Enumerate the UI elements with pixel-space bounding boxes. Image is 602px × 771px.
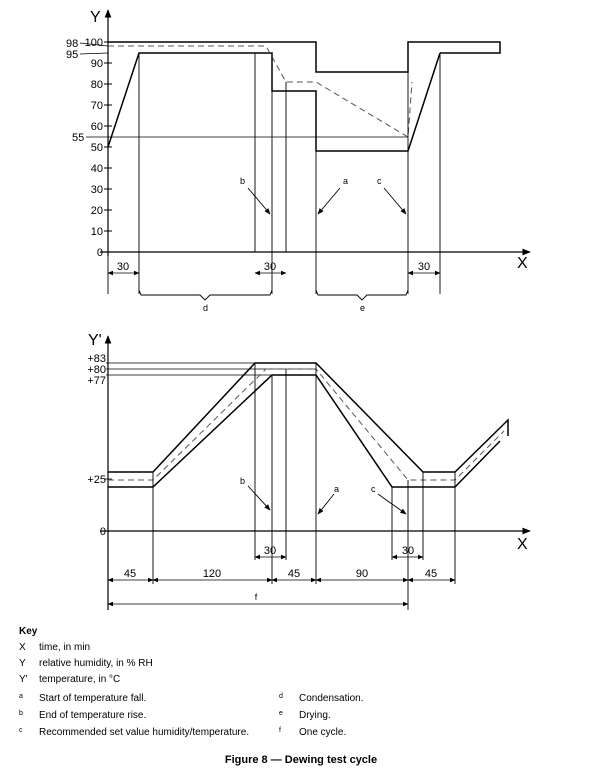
y-tick-0: 0 [97,247,103,259]
y-tick-labels: 0 10 20 30 40 50 60 70 80 90 100 [85,37,103,259]
y-tick-50: 50 [91,142,103,154]
figure-caption: Figure 8 — Dewing test cycle [224,754,378,766]
y-tick-80: 80 [91,79,103,91]
arrow-c [383,187,407,215]
temperature-chart: Y' X +83 +80 +77 +25 0 [87,332,531,610]
arrow-a-label: a [343,176,348,186]
arrow-a-bottom-label: a [334,484,339,494]
y-prime-reference-lines [104,362,316,480]
key-desc: temperature, in °C [39,674,121,685]
brace-e [315,289,409,301]
key-symbol: c [19,727,23,734]
x-axis-bottom-label: X [517,536,528,553]
dim-120-label: 120 [203,568,221,580]
key-symbol: a [19,693,23,700]
humidity-set-value [108,45,413,138]
y-tick-90: 90 [91,58,103,70]
temperature-set-value [108,368,505,481]
dim-45-second-label: 45 [288,568,300,580]
y-mark-98: 98 [66,38,78,50]
time-markers-bottom [107,363,456,610]
key-symbol: Y' [19,674,28,685]
humidity-lower-limit [107,52,441,152]
y-mark-95: 95 [66,49,78,61]
y-tick-60: 60 [91,121,103,133]
humidity-chart: Y X 0 10 20 30 40 50 60 70 80 90 100 98 … [66,9,531,313]
key-symbol: f [279,727,281,734]
y-mark-55: 55 [72,132,84,144]
y-prime-tick-labels: +83 +80 +77 +25 0 [87,353,106,538]
leader-95 [79,52,109,55]
y-prime-axis-label: Y' [88,332,102,349]
arrow-c-label: c [377,176,382,186]
y-prime-tick-80: +80 [87,364,106,376]
humidity-upper-limit [108,41,501,73]
figure-key: Key X time, in min Y relative humidity, … [19,626,579,738]
brace-d [138,289,273,301]
arrow-b-bottom-label: b [240,476,245,486]
time-markers [107,53,441,294]
dim-one-cycle-label: f [255,592,258,602]
dim-90-label: 90 [356,568,368,580]
y-tick-40: 40 [91,163,103,175]
dim-30-third-label: 30 [418,261,430,273]
key-symbol: b [19,710,23,717]
key-symbol: Y [19,658,26,669]
arrow-b-label: b [240,176,245,186]
temperature-upper-limit [108,362,509,473]
key-desc: relative humidity, in % RH [39,658,153,669]
y-tick-100: 100 [85,37,103,49]
dim-30-second-label: 30 [264,261,276,273]
y-tick-30: 30 [91,184,103,196]
dim-45-third-label: 45 [425,568,437,580]
dim-30-bottom-first-label: 30 [264,545,276,557]
dim-30-bottom-second-label: 30 [402,545,414,557]
key-desc: Recommended set value humidity/temperatu… [39,727,250,738]
arrow-b [247,187,271,215]
leader-98 [79,42,109,47]
arrow-b-bottom [247,485,271,511]
y-tick-10: 10 [91,226,103,238]
arrow-a [317,187,341,215]
y-axis-label: Y [90,9,101,26]
y-tick-70: 70 [91,100,103,112]
y-prime-tick-0: 0 [100,526,106,538]
y-prime-tick-25: +25 [87,474,106,486]
key-desc: Condensation. [299,693,364,704]
key-desc: One cycle. [299,727,347,738]
y-prime-tick-77: +77 [87,375,106,387]
temperature-lower-limit [108,374,501,488]
key-symbol: e [279,710,283,717]
brace-d-label: d [203,303,208,313]
arrow-a-bottom [317,493,335,515]
y-prime-tick-83: +83 [87,353,106,365]
y-tick-20: 20 [91,205,103,217]
key-title: Key [19,626,38,637]
arrow-c-bottom [377,493,407,515]
key-desc: Start of temperature fall. [39,693,147,704]
key-desc: Drying. [299,710,331,721]
dim-30-first-label: 30 [117,261,129,273]
key-desc: time, in min [39,642,91,653]
dim-45-first-label: 45 [124,568,136,580]
brace-e-label: e [360,303,365,313]
key-desc: End of temperature rise. [39,710,147,721]
arrow-c-bottom-label: c [371,484,376,494]
key-symbol: d [279,693,283,700]
key-symbol: X [19,642,26,653]
x-axis-label: X [517,255,528,272]
